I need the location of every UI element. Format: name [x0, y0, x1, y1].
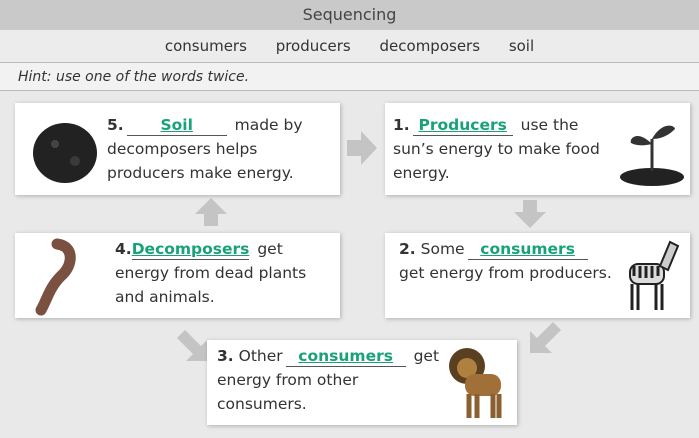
- step-number: 2.: [399, 240, 416, 258]
- step-number: 1.: [393, 116, 410, 134]
- step-card: 1.Producers use the sun’s energy to make…: [385, 103, 690, 195]
- zebra-icon: [620, 236, 680, 316]
- answer: Decomposers: [132, 239, 250, 260]
- plant-icon: [617, 109, 687, 189]
- lion-icon: [443, 342, 513, 424]
- step-text: get energy from producers.: [399, 264, 612, 282]
- worksheet: Sequencing consumers producers decompose…: [0, 0, 699, 438]
- answer: Producers: [413, 115, 513, 136]
- answer: Soil: [127, 115, 227, 136]
- step-card: 5.Soil made by decomposers helps produce…: [15, 103, 340, 195]
- answer: consumers: [286, 346, 406, 367]
- soil-icon: [25, 109, 105, 189]
- step-lead: Some: [421, 240, 465, 258]
- step-card: 4.Decomposers get energy from dead plant…: [15, 233, 340, 318]
- step-number: 5.: [107, 116, 124, 134]
- answer: consumers: [468, 239, 588, 260]
- step-number: 4.: [115, 240, 132, 258]
- worm-icon: [27, 236, 97, 316]
- step-lead: Other: [239, 347, 283, 365]
- step-number: 3.: [217, 347, 234, 365]
